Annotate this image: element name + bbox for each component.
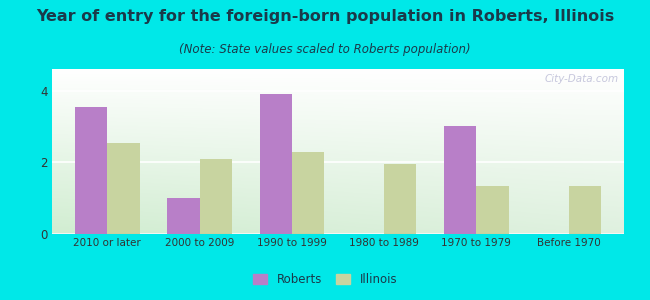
Text: Year of entry for the foreign-born population in Roberts, Illinois: Year of entry for the foreign-born popul…	[36, 9, 614, 24]
Bar	[75, 107, 107, 234]
Bar	[569, 186, 601, 234]
Bar	[259, 94, 292, 234]
Bar	[107, 142, 140, 234]
Bar	[200, 159, 232, 234]
Text: (Note: State values scaled to Roberts population): (Note: State values scaled to Roberts po…	[179, 44, 471, 56]
Bar	[444, 126, 476, 234]
Legend: Roberts, Illinois: Roberts, Illinois	[248, 269, 402, 291]
Bar	[384, 164, 417, 234]
Bar	[292, 152, 324, 234]
Bar	[476, 186, 509, 234]
Bar	[167, 198, 200, 234]
Text: City-Data.com: City-Data.com	[544, 74, 618, 84]
